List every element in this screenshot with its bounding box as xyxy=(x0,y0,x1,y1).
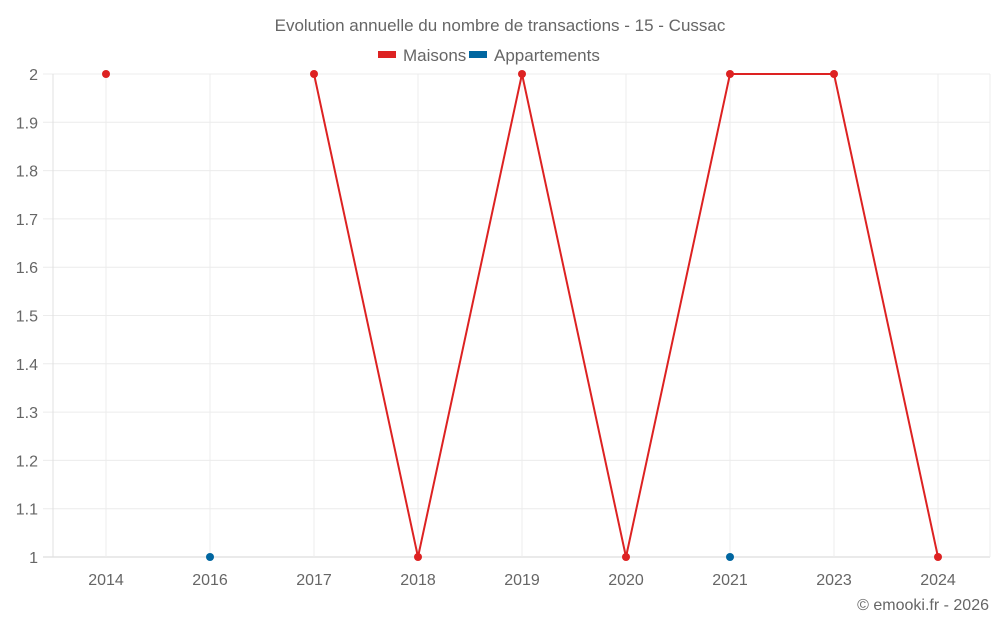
y-tick-label: 2 xyxy=(29,67,38,84)
data-point[interactable] xyxy=(726,553,734,561)
credit-text: © emooki.fr - 2026 xyxy=(857,597,989,614)
data-point[interactable] xyxy=(518,70,526,78)
legend-item-maisons[interactable]: Maisons xyxy=(378,46,466,65)
x-tick-label: 2016 xyxy=(192,572,228,589)
legend: Maisons Appartements xyxy=(378,46,600,65)
legend-label: Appartements xyxy=(494,46,600,65)
data-point[interactable] xyxy=(310,70,318,78)
data-point[interactable] xyxy=(206,553,214,561)
legend-swatch-icon xyxy=(469,51,487,58)
legend-item-appartements[interactable]: Appartements xyxy=(469,46,600,65)
chart-title: Evolution annuelle du nombre de transact… xyxy=(275,16,726,35)
data-point[interactable] xyxy=(830,70,838,78)
data-point[interactable] xyxy=(726,70,734,78)
grid xyxy=(43,73,991,558)
data-point[interactable] xyxy=(102,70,110,78)
y-tick-label: 1 xyxy=(29,550,38,567)
x-tick-label: 2023 xyxy=(816,572,852,589)
axes: 1 1.1 1.2 1.3 1.4 1.5 1.6 1.7 1.8 1.9 2 2014 2016 201… xyxy=(16,67,956,589)
y-tick-label: 1.8 xyxy=(16,164,38,181)
y-tick-label: 1.3 xyxy=(16,405,38,422)
series-maisons xyxy=(102,70,942,561)
data-point[interactable] xyxy=(934,553,942,561)
series-appartements xyxy=(206,553,734,561)
y-tick-label: 1.9 xyxy=(16,115,38,132)
x-tick-label: 2024 xyxy=(920,572,956,589)
y-tick-label: 1.6 xyxy=(16,260,38,277)
x-tick-label: 2019 xyxy=(504,572,540,589)
data-point[interactable] xyxy=(622,553,630,561)
x-tick-label: 2017 xyxy=(296,572,332,589)
y-tick-label: 1.4 xyxy=(16,357,38,374)
data-point[interactable] xyxy=(414,553,422,561)
y-tick-label: 1.7 xyxy=(16,212,38,229)
x-tick-label: 2018 xyxy=(400,572,436,589)
series xyxy=(102,70,942,561)
legend-swatch-icon xyxy=(378,51,396,58)
x-tick-label: 2014 xyxy=(88,572,124,589)
y-tick-label: 1.5 xyxy=(16,309,38,326)
y-tick-label: 1.1 xyxy=(16,502,38,519)
legend-label: Maisons xyxy=(403,46,466,65)
y-tick-label: 1.2 xyxy=(16,453,38,470)
x-tick-label: 2021 xyxy=(712,572,748,589)
x-tick-label: 2020 xyxy=(608,572,644,589)
